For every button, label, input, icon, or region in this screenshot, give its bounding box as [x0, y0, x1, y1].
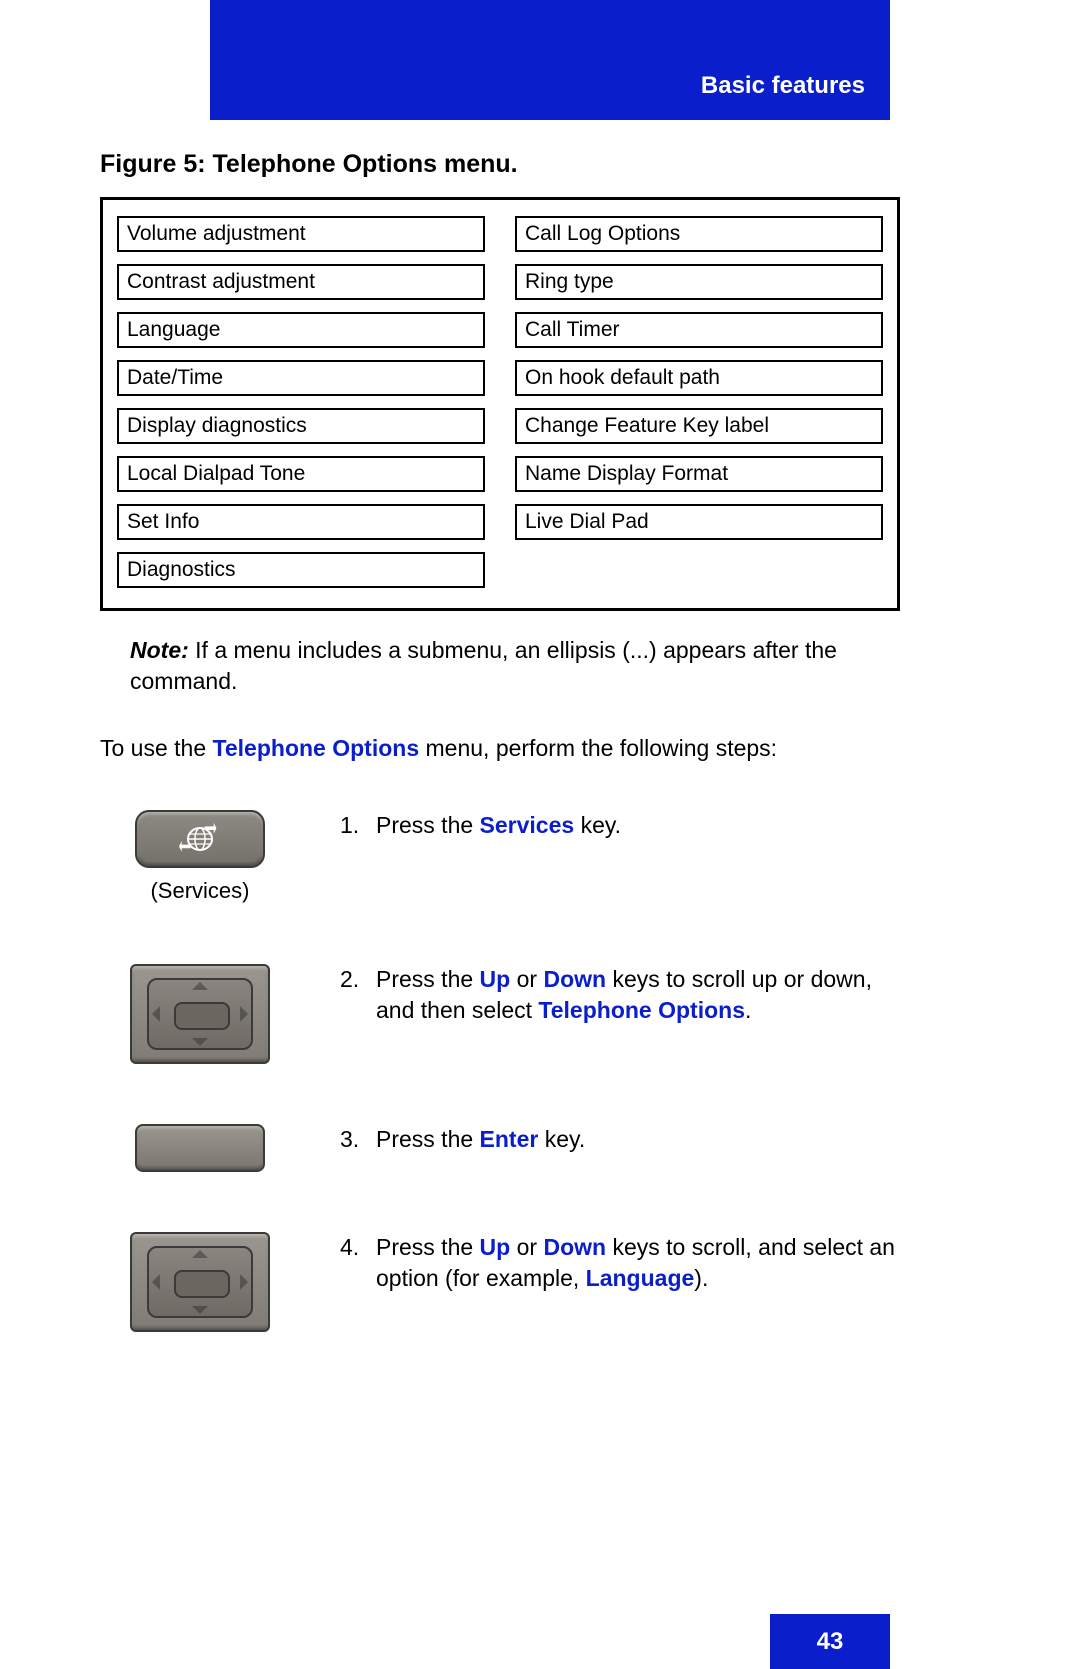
navpad-key-icon: [130, 1232, 270, 1332]
text: ).: [694, 1265, 708, 1291]
text: or: [510, 1234, 543, 1260]
step-number: 4.: [340, 1232, 376, 1294]
navpad-key-icon: [130, 964, 270, 1064]
intro-suffix: menu, perform the following steps:: [419, 735, 777, 761]
page-content: Figure 5: Telephone Options menu. Volume…: [100, 150, 900, 1392]
step-body: Press the Services key.: [376, 810, 900, 841]
keyword: Up: [480, 1234, 511, 1260]
header-bar: Basic features: [210, 0, 890, 120]
services-key-icon: [135, 810, 265, 868]
text: Press the: [376, 966, 480, 992]
menu-item: Local Dialpad Tone: [117, 456, 485, 492]
steps-list: (Services)1.Press the Services key.2.Pre…: [100, 810, 900, 1332]
menu-item: Call Log Options: [515, 216, 883, 252]
intro-prefix: To use the: [100, 735, 213, 761]
step-row: 4.Press the Up or Down keys to scroll, a…: [100, 1232, 900, 1332]
step-text: 4.Press the Up or Down keys to scroll, a…: [340, 1232, 900, 1294]
step-body: Press the Enter key.: [376, 1124, 900, 1155]
text: key.: [574, 812, 621, 838]
step-key-column: [100, 1124, 300, 1172]
step-row: (Services) 1.Press the Services key.: [100, 810, 900, 904]
keyword: Telephone Options: [538, 997, 745, 1023]
step-number: 3.: [340, 1124, 376, 1155]
keyword: Services: [480, 812, 575, 838]
text: key.: [538, 1126, 585, 1152]
text: .: [745, 997, 751, 1023]
menu-item: Set Info: [117, 504, 485, 540]
step-row: 3.Press the Enter key.: [100, 1124, 900, 1172]
page-number: 43: [770, 1614, 890, 1669]
menu-item: Live Dial Pad: [515, 504, 883, 540]
keyword: Down: [543, 966, 606, 992]
options-menu-box: Volume adjustment Contrast adjustment Lang…: [100, 197, 900, 611]
globe-arrows-icon: [177, 822, 223, 856]
step-key-column: [100, 964, 300, 1064]
keyword: Language: [586, 1265, 695, 1291]
text: or: [510, 966, 543, 992]
keyword: Enter: [480, 1126, 539, 1152]
menu-item: Display diagnostics: [117, 408, 485, 444]
step-number: 2.: [340, 964, 376, 1026]
step-body: Press the Up or Down keys to scroll, and…: [376, 1232, 900, 1294]
section-title: Basic features: [701, 72, 865, 100]
step-number: 1.: [340, 810, 376, 841]
intro-link: Telephone Options: [213, 735, 420, 761]
step-text: 1.Press the Services key.: [340, 810, 900, 841]
intro-line: To use the Telephone Options menu, perfo…: [100, 735, 900, 762]
menu-item: Date/Time: [117, 360, 485, 396]
keyword: Up: [480, 966, 511, 992]
menu-item: Volume adjustment: [117, 216, 485, 252]
figure-caption: Figure 5: Telephone Options menu.: [100, 150, 900, 179]
menu-column-left: Volume adjustment Contrast adjustment Lang…: [117, 216, 485, 588]
menu-item: Ring type: [515, 264, 883, 300]
text: Press the: [376, 812, 480, 838]
step-text: 2.Press the Up or Down keys to scroll up…: [340, 964, 900, 1026]
text: Press the: [376, 1234, 480, 1260]
key-caption: (Services): [150, 878, 249, 904]
menu-item: Change Feature Key label: [515, 408, 883, 444]
menu-item: Language: [117, 312, 485, 348]
note-block: Note: If a menu includes a submenu, an e…: [130, 635, 900, 697]
keyword: Down: [543, 1234, 606, 1260]
note-text: If a menu includes a submenu, an ellipsi…: [130, 637, 837, 694]
step-key-column: [100, 1232, 300, 1332]
enter-key-icon: [135, 1124, 265, 1172]
menu-item: Call Timer: [515, 312, 883, 348]
step-text: 3.Press the Enter key.: [340, 1124, 900, 1155]
note-label: Note:: [130, 637, 189, 663]
step-row: 2.Press the Up or Down keys to scroll up…: [100, 964, 900, 1064]
text: Press the: [376, 1126, 480, 1152]
menu-item: Diagnostics: [117, 552, 485, 588]
menu-item: Name Display Format: [515, 456, 883, 492]
step-key-column: (Services): [100, 810, 300, 904]
menu-item: On hook default path: [515, 360, 883, 396]
menu-column-right: Call Log Options Ring type Call Timer On ho…: [515, 216, 883, 588]
step-body: Press the Up or Down keys to scroll up o…: [376, 964, 900, 1026]
menu-item: Contrast adjustment: [117, 264, 485, 300]
